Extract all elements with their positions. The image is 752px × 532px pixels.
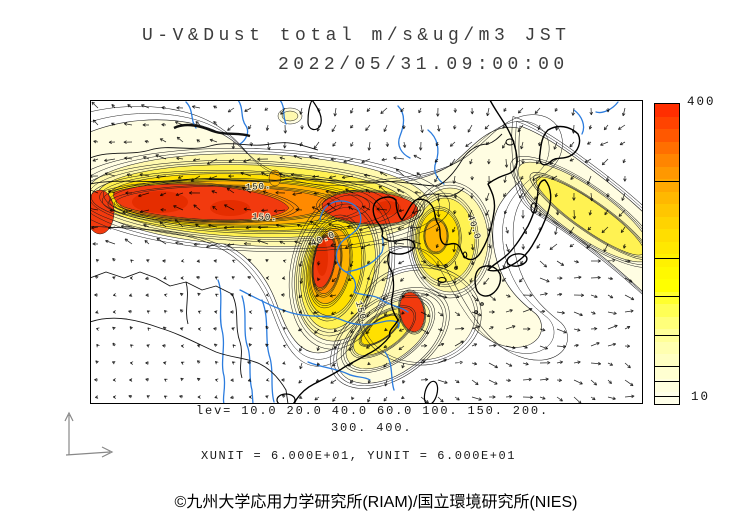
colorbar-segment	[655, 254, 679, 267]
colorbar-segment	[655, 154, 679, 167]
colorbar-segment	[655, 341, 679, 354]
copyright-credit: ©九州大学応用力学研究所(RIAM)/国立環境研究所(NIES)	[174, 494, 578, 511]
colorbar-segment	[655, 104, 679, 117]
colorbar-segment	[655, 279, 679, 292]
contour-levels-line1: lev= 10.0 20.0 40.0 60.0 100. 150. 200.	[196, 404, 549, 418]
figure-title: U-V&Dust total m/s&ug/m3 JST	[142, 26, 571, 46]
colorbar-segment	[655, 379, 679, 392]
colorbar-segment	[655, 316, 679, 329]
contour-levels-line2: 300. 400.	[331, 421, 413, 435]
tsushima-island	[462, 251, 468, 259]
country-borders	[90, 123, 503, 404]
colorbar-tick	[655, 257, 679, 259]
mainland-coast	[293, 100, 518, 404]
colorbar-max-label: 400	[687, 95, 716, 109]
figure-timestamp: 2022/05/31.09:00:00	[278, 55, 569, 75]
svg-text:150.: 150.	[246, 181, 272, 193]
colorbar-segment	[655, 129, 679, 142]
axis-units-line: XUNIT = 6.000E+01, YUNIT = 6.000E+01	[201, 449, 517, 463]
hokkaido	[538, 125, 581, 166]
colorbar-tick	[655, 180, 679, 182]
colorbar-segment	[655, 216, 679, 229]
colorbar-segment	[655, 291, 679, 304]
colorbar-min-label: 10	[691, 390, 711, 404]
contour-lines	[90, 106, 643, 389]
colorbar-segment	[655, 204, 679, 217]
colorbar-segment	[655, 241, 679, 254]
colorbar-segment	[655, 229, 679, 242]
colorbar-tick	[655, 365, 679, 367]
colorbar-segment	[655, 191, 679, 204]
taiwan-island	[423, 380, 439, 404]
colorbar-segment	[655, 179, 679, 192]
colorbar-segment	[655, 266, 679, 279]
colorbar-segment	[655, 391, 679, 404]
colorbar-tick	[655, 396, 679, 398]
colorbar-segment	[655, 354, 679, 367]
shikoku	[506, 253, 528, 267]
map-frame	[90, 100, 643, 404]
coastlines	[276, 100, 581, 404]
colorbar-segment	[655, 304, 679, 317]
axis-arrows-icon	[64, 411, 114, 458]
colorbar-segment	[655, 366, 679, 379]
svg-text:150.: 150.	[252, 212, 278, 223]
colorbar-segment	[655, 141, 679, 154]
wind-vector-arrows	[90, 101, 635, 404]
colorbar-segment	[655, 116, 679, 129]
hainan-island	[276, 393, 296, 404]
colorbar-tick	[655, 380, 679, 382]
colorbar-tick	[655, 296, 679, 298]
colorbar-tick	[655, 334, 679, 336]
colorbar	[654, 103, 680, 405]
lake-baikal	[307, 100, 322, 131]
sado-island	[530, 202, 538, 214]
colorbar-segment	[655, 166, 679, 179]
kyushu	[474, 265, 502, 297]
map-plot-area: 150. 150. 40.0 40.0 150.	[90, 100, 643, 404]
